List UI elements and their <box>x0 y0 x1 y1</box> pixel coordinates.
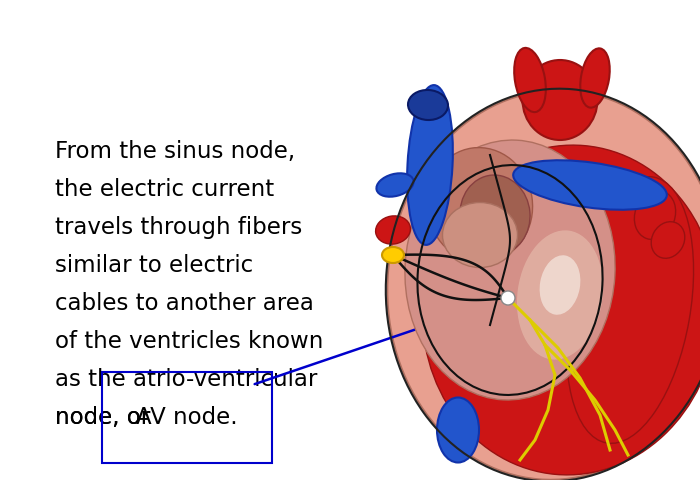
Ellipse shape <box>442 203 517 267</box>
Ellipse shape <box>513 160 667 210</box>
Ellipse shape <box>540 255 580 315</box>
Ellipse shape <box>517 230 603 360</box>
Text: of the ventricles known: of the ventricles known <box>55 330 323 353</box>
Text: similar to electric: similar to electric <box>55 254 253 277</box>
Ellipse shape <box>514 48 546 112</box>
Text: travels through fibers: travels through fibers <box>55 216 302 239</box>
Ellipse shape <box>437 397 479 463</box>
Ellipse shape <box>566 177 694 444</box>
Ellipse shape <box>376 216 410 244</box>
Text: cables to another area: cables to another area <box>55 292 314 315</box>
Text: the electric current: the electric current <box>55 178 274 201</box>
Ellipse shape <box>634 191 676 240</box>
Ellipse shape <box>382 247 404 263</box>
Ellipse shape <box>580 48 610 108</box>
Ellipse shape <box>428 147 533 263</box>
Ellipse shape <box>422 145 700 475</box>
Ellipse shape <box>377 173 414 197</box>
Ellipse shape <box>387 90 700 480</box>
Text: node, or: node, or <box>55 406 158 429</box>
Ellipse shape <box>522 60 598 140</box>
Ellipse shape <box>651 222 685 258</box>
Ellipse shape <box>407 85 453 245</box>
Text: node, or: node, or <box>55 406 158 429</box>
Text: as the atrio-ventricular: as the atrio-ventricular <box>55 368 317 391</box>
Ellipse shape <box>408 90 448 120</box>
Text: AV node.: AV node. <box>136 406 237 429</box>
Ellipse shape <box>460 175 530 255</box>
Ellipse shape <box>405 140 615 400</box>
Text: From the sinus node,: From the sinus node, <box>55 140 295 163</box>
Circle shape <box>501 291 515 305</box>
